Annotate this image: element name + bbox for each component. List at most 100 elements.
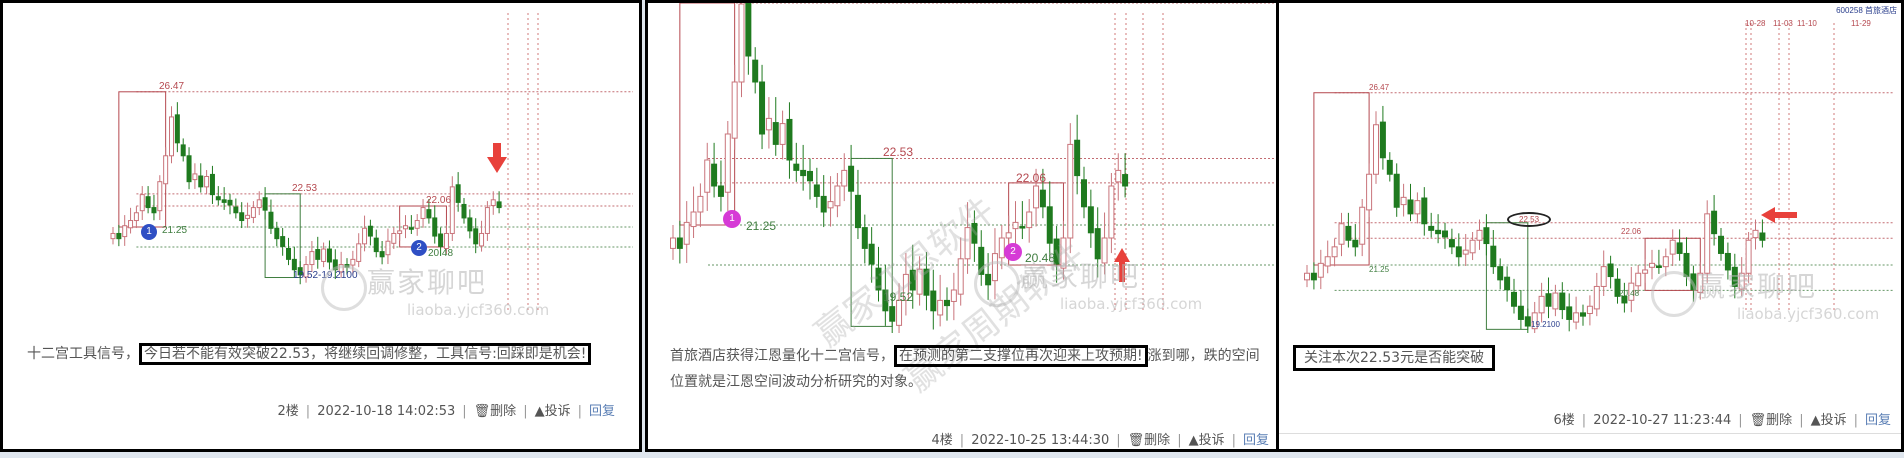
post-time: 2022-10-25 13:44:30	[971, 433, 1110, 448]
label-level-1: 22.53	[883, 145, 914, 159]
watermark-logo	[974, 261, 1020, 307]
arrow-left-icon	[1761, 207, 1797, 223]
candle-body	[1373, 124, 1379, 175]
candle-body	[1060, 237, 1067, 269]
candle-body	[169, 116, 174, 157]
delete-button[interactable]: 🗑删除	[1127, 433, 1171, 448]
candle-body	[1628, 282, 1635, 301]
reply-link[interactable]: 回复	[1242, 433, 1269, 448]
candle-body	[1517, 305, 1524, 320]
candle-body	[1352, 239, 1359, 248]
candle-body	[291, 258, 297, 271]
report-button[interactable]: ▲投诉	[534, 404, 571, 419]
date-label: 10-28	[1745, 19, 1766, 28]
watermark-logo	[1651, 271, 1697, 317]
candle-body	[1649, 262, 1655, 268]
candle-body	[724, 133, 731, 193]
candle-body	[215, 196, 221, 201]
date-label: 11-10	[1797, 19, 1817, 28]
watermark-logo	[321, 265, 367, 311]
candle-body	[711, 163, 718, 187]
report-button[interactable]: ▲投诉	[1810, 413, 1847, 428]
label-low-2: 20.48	[428, 248, 454, 259]
candle-body	[128, 220, 134, 229]
candle-body	[1005, 232, 1012, 239]
post-text-suffix: 涨到哪，跌的空间位置就是江恩空间波动分析研究的对象。	[670, 348, 1260, 390]
reply-link[interactable]: 回复	[588, 404, 615, 419]
candle-body	[1310, 272, 1317, 281]
candle-body	[1559, 292, 1566, 311]
candle-body	[1676, 242, 1683, 254]
candle-body	[1393, 173, 1400, 208]
candle-body	[1511, 291, 1517, 307]
candle-body	[1067, 143, 1074, 239]
candle-body	[438, 233, 444, 247]
candle-body	[1400, 196, 1407, 206]
post-text-highlight: 在预测的第二支撑位再次迎来上攻预期!	[894, 345, 1148, 367]
candle-body	[704, 159, 711, 193]
delete-button[interactable]: 🗑删除	[473, 404, 517, 419]
candle-body	[449, 186, 455, 234]
candle-body	[356, 243, 362, 262]
candle-body	[1046, 206, 1053, 244]
candle-body	[1108, 185, 1115, 239]
candle-body	[690, 211, 697, 228]
candle-body	[834, 185, 841, 207]
label-low-1: 21.25	[746, 219, 777, 233]
watermark: 赢家聊吧 liaoba.yjcf360.com	[367, 266, 550, 319]
candle-body	[1421, 197, 1428, 225]
candle-body	[122, 225, 128, 238]
candle-body	[397, 230, 403, 234]
candle-body	[882, 289, 889, 312]
candle-body	[157, 181, 163, 212]
candle-body	[1566, 306, 1573, 320]
candle-body	[1094, 228, 1101, 260]
stock-label: 600258 首旅酒店	[1836, 6, 1897, 15]
candle-body	[1704, 213, 1711, 274]
candle-body	[1586, 305, 1593, 315]
candle-body	[1490, 245, 1497, 268]
candle-body	[151, 207, 157, 214]
candle-body	[1621, 295, 1628, 304]
label-low-1: 21.25	[162, 225, 188, 236]
candle-body	[793, 163, 800, 171]
candle-body	[1026, 211, 1033, 229]
candle-body	[779, 123, 786, 145]
post-text-highlight: 今日若不能有效突破22.53，将继续回调修整，工具信号:回踩即是机会!	[139, 343, 592, 365]
candle-body	[848, 165, 855, 192]
candle-body	[1428, 225, 1435, 231]
candle-body	[461, 203, 467, 219]
delete-button[interactable]: 🗑删除	[1749, 413, 1793, 428]
candle-body	[484, 207, 490, 234]
warning-icon: ▲	[1188, 433, 1199, 448]
candle-body	[1469, 239, 1476, 254]
candle-body	[1580, 312, 1586, 317]
label-high: 26.47	[159, 81, 185, 92]
warning-icon: ▲	[1810, 413, 1821, 428]
candle-body	[1614, 278, 1621, 297]
watermark: 赢家聊吧 liaoba.yjcf360.com	[1697, 270, 1880, 323]
candle-body	[807, 170, 813, 182]
candle-body	[1345, 225, 1352, 241]
candle-body	[221, 199, 227, 203]
candle-body	[455, 184, 461, 203]
label-bottom: 19.2100	[1531, 320, 1560, 329]
candle-body	[813, 184, 820, 197]
candle-body	[1552, 292, 1559, 310]
candle-body	[1366, 173, 1373, 211]
candle-body	[1304, 272, 1310, 281]
candle-body	[408, 227, 414, 230]
floor-number: 6楼	[1553, 413, 1575, 428]
candle-body	[1483, 227, 1490, 245]
candlestick-chart	[1304, 23, 1893, 333]
candle-body	[1538, 295, 1545, 314]
warning-icon: ▲	[534, 404, 545, 419]
candle-body	[227, 199, 233, 206]
candle-body	[1655, 265, 1662, 268]
candle-body	[467, 217, 473, 232]
post-footer: 6楼 | 2022-10-27 11:23:44 | 🗑删除 | ▲投诉 | 回复	[1553, 413, 1891, 428]
report-button[interactable]: ▲投诉	[1188, 433, 1225, 448]
post-text-prefix: 十二宫工具信号，	[27, 346, 139, 362]
reply-link[interactable]: 回复	[1864, 413, 1891, 428]
candle-body	[326, 248, 332, 263]
